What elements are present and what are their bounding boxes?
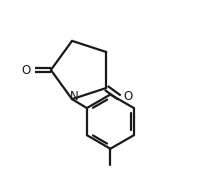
Text: O: O: [124, 90, 133, 103]
Text: O: O: [22, 64, 31, 77]
Text: N: N: [70, 90, 79, 103]
